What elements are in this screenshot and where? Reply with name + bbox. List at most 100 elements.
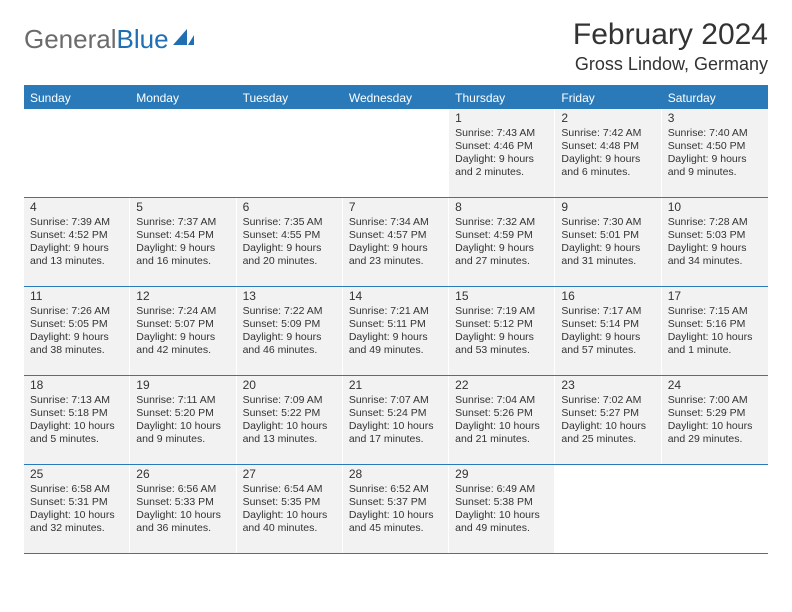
day-cell: 26Sunrise: 6:56 AMSunset: 5:33 PMDayligh…: [130, 465, 236, 553]
daylight-text: Daylight: 10 hours and 36 minutes.: [136, 509, 229, 535]
sunset-text: Sunset: 5:01 PM: [561, 229, 654, 242]
daylight-text: Daylight: 10 hours and 29 minutes.: [668, 420, 762, 446]
sunset-text: Sunset: 4:54 PM: [136, 229, 229, 242]
sunset-text: Sunset: 5:29 PM: [668, 407, 762, 420]
sunrise-text: Sunrise: 7:02 AM: [561, 394, 654, 407]
page-header: GeneralBlue February 2024 Gross Lindow, …: [24, 18, 768, 75]
sunrise-text: Sunrise: 7:00 AM: [668, 394, 762, 407]
daylight-text: Daylight: 10 hours and 40 minutes.: [243, 509, 336, 535]
daylight-text: Daylight: 10 hours and 45 minutes.: [349, 509, 442, 535]
day-cell: 10Sunrise: 7:28 AMSunset: 5:03 PMDayligh…: [662, 198, 768, 286]
sunrise-text: Sunrise: 7:39 AM: [30, 216, 123, 229]
daylight-text: Daylight: 9 hours and 6 minutes.: [561, 153, 654, 179]
sunrise-text: Sunrise: 7:19 AM: [455, 305, 548, 318]
brand-name-right: Blue: [117, 24, 169, 54]
sunset-text: Sunset: 5:12 PM: [455, 318, 548, 331]
day-of-week-row: Sunday Monday Tuesday Wednesday Thursday…: [24, 87, 768, 109]
day-cell: 29Sunrise: 6:49 AMSunset: 5:38 PMDayligh…: [449, 465, 555, 553]
sunrise-text: Sunrise: 7:40 AM: [668, 127, 762, 140]
day-cell: 25Sunrise: 6:58 AMSunset: 5:31 PMDayligh…: [24, 465, 130, 553]
day-cell: 21Sunrise: 7:07 AMSunset: 5:24 PMDayligh…: [343, 376, 449, 464]
sunrise-text: Sunrise: 7:04 AM: [455, 394, 548, 407]
daylight-text: Daylight: 9 hours and 9 minutes.: [668, 153, 762, 179]
sunrise-text: Sunrise: 7:32 AM: [455, 216, 548, 229]
dow-sunday: Sunday: [24, 87, 130, 109]
sunset-text: Sunset: 5:18 PM: [30, 407, 123, 420]
day-number: 3: [668, 111, 762, 126]
weeks-container: 1Sunrise: 7:43 AMSunset: 4:46 PMDaylight…: [24, 109, 768, 554]
sunset-text: Sunset: 5:09 PM: [243, 318, 336, 331]
daylight-text: Daylight: 9 hours and 49 minutes.: [349, 331, 442, 357]
title-block: February 2024 Gross Lindow, Germany: [573, 18, 768, 75]
sunrise-text: Sunrise: 7:34 AM: [349, 216, 442, 229]
sunset-text: Sunset: 5:38 PM: [455, 496, 548, 509]
day-number: 11: [30, 289, 123, 304]
sunrise-text: Sunrise: 7:22 AM: [243, 305, 336, 318]
day-cell: 15Sunrise: 7:19 AMSunset: 5:12 PMDayligh…: [449, 287, 555, 375]
day-cell: 28Sunrise: 6:52 AMSunset: 5:37 PMDayligh…: [343, 465, 449, 553]
sunrise-text: Sunrise: 6:58 AM: [30, 483, 123, 496]
day-number: 21: [349, 378, 442, 393]
day-number: 9: [561, 200, 654, 215]
day-cell: 9Sunrise: 7:30 AMSunset: 5:01 PMDaylight…: [555, 198, 661, 286]
day-number: 27: [243, 467, 336, 482]
day-cell: 12Sunrise: 7:24 AMSunset: 5:07 PMDayligh…: [130, 287, 236, 375]
daylight-text: Daylight: 9 hours and 38 minutes.: [30, 331, 123, 357]
day-cell: 20Sunrise: 7:09 AMSunset: 5:22 PMDayligh…: [237, 376, 343, 464]
sunrise-text: Sunrise: 7:35 AM: [243, 216, 336, 229]
sunset-text: Sunset: 5:26 PM: [455, 407, 548, 420]
day-number: 5: [136, 200, 229, 215]
sunrise-text: Sunrise: 7:43 AM: [455, 127, 548, 140]
sunrise-text: Sunrise: 7:28 AM: [668, 216, 762, 229]
day-number: 4: [30, 200, 123, 215]
day-cell: 16Sunrise: 7:17 AMSunset: 5:14 PMDayligh…: [555, 287, 661, 375]
day-cell: 13Sunrise: 7:22 AMSunset: 5:09 PMDayligh…: [237, 287, 343, 375]
daylight-text: Daylight: 10 hours and 49 minutes.: [455, 509, 548, 535]
sunrise-text: Sunrise: 6:56 AM: [136, 483, 229, 496]
daylight-text: Daylight: 10 hours and 21 minutes.: [455, 420, 548, 446]
dow-wednesday: Wednesday: [343, 87, 449, 109]
day-cell: [662, 465, 768, 553]
day-cell: 17Sunrise: 7:15 AMSunset: 5:16 PMDayligh…: [662, 287, 768, 375]
day-number: 25: [30, 467, 123, 482]
sunrise-text: Sunrise: 6:54 AM: [243, 483, 336, 496]
sunset-text: Sunset: 4:59 PM: [455, 229, 548, 242]
sunset-text: Sunset: 5:07 PM: [136, 318, 229, 331]
day-number: 23: [561, 378, 654, 393]
daylight-text: Daylight: 9 hours and 27 minutes.: [455, 242, 548, 268]
daylight-text: Daylight: 9 hours and 46 minutes.: [243, 331, 336, 357]
day-number: 17: [668, 289, 762, 304]
sunset-text: Sunset: 4:55 PM: [243, 229, 336, 242]
daylight-text: Daylight: 9 hours and 16 minutes.: [136, 242, 229, 268]
brand-sail-icon: [173, 27, 195, 52]
daylight-text: Daylight: 10 hours and 5 minutes.: [30, 420, 123, 446]
sunset-text: Sunset: 4:52 PM: [30, 229, 123, 242]
sunrise-text: Sunrise: 7:11 AM: [136, 394, 229, 407]
location-label: Gross Lindow, Germany: [573, 54, 768, 75]
sunrise-text: Sunrise: 7:24 AM: [136, 305, 229, 318]
day-cell: 24Sunrise: 7:00 AMSunset: 5:29 PMDayligh…: [662, 376, 768, 464]
day-number: 14: [349, 289, 442, 304]
sunset-text: Sunset: 4:50 PM: [668, 140, 762, 153]
sunset-text: Sunset: 5:33 PM: [136, 496, 229, 509]
sunset-text: Sunset: 5:11 PM: [349, 318, 442, 331]
week-row: 11Sunrise: 7:26 AMSunset: 5:05 PMDayligh…: [24, 287, 768, 376]
day-cell: 4Sunrise: 7:39 AMSunset: 4:52 PMDaylight…: [24, 198, 130, 286]
daylight-text: Daylight: 9 hours and 2 minutes.: [455, 153, 548, 179]
day-cell: 14Sunrise: 7:21 AMSunset: 5:11 PMDayligh…: [343, 287, 449, 375]
sunset-text: Sunset: 5:35 PM: [243, 496, 336, 509]
dow-saturday: Saturday: [662, 87, 768, 109]
day-cell: 22Sunrise: 7:04 AMSunset: 5:26 PMDayligh…: [449, 376, 555, 464]
day-number: 10: [668, 200, 762, 215]
day-cell: 18Sunrise: 7:13 AMSunset: 5:18 PMDayligh…: [24, 376, 130, 464]
day-number: 29: [455, 467, 548, 482]
sunset-text: Sunset: 4:46 PM: [455, 140, 548, 153]
sunset-text: Sunset: 5:22 PM: [243, 407, 336, 420]
day-number: 7: [349, 200, 442, 215]
dow-tuesday: Tuesday: [237, 87, 343, 109]
week-row: 4Sunrise: 7:39 AMSunset: 4:52 PM Daylight…: [24, 198, 768, 287]
week-row: 25Sunrise: 6:58 AMSunset: 5:31 PMDayligh…: [24, 465, 768, 554]
day-cell: 11Sunrise: 7:26 AMSunset: 5:05 PMDayligh…: [24, 287, 130, 375]
daylight-text: Daylight: 9 hours and 20 minutes.: [243, 242, 336, 268]
sunrise-text: Sunrise: 7:37 AM: [136, 216, 229, 229]
